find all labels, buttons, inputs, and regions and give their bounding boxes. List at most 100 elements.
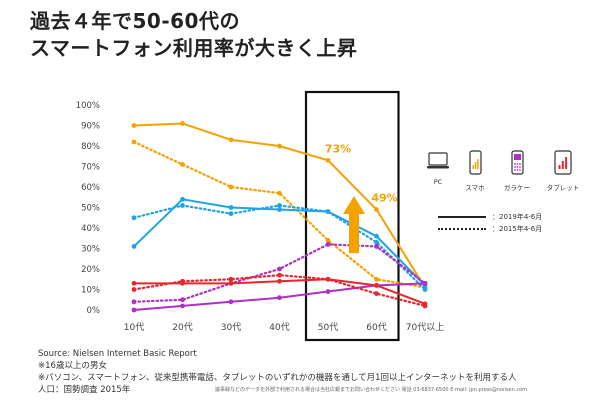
series-line-2 (133, 198, 426, 287)
data-point (277, 272, 282, 278)
data-point (325, 242, 331, 247)
source-notes: Source: Nielsen Internet Basic Report ※1… (38, 348, 517, 396)
chart-legend: PC スマホ ガラケー タブレット ：2019年4-6月 (418, 150, 593, 240)
data-point (131, 215, 137, 221)
data-point (374, 291, 379, 296)
pc-icon (427, 152, 449, 169)
data-point (277, 203, 282, 208)
data-point (374, 239, 379, 245)
chart-title-line1: 過去４年で50-60代の (30, 9, 240, 33)
data-point (374, 244, 379, 249)
note-population: 人口：国勢調査 2015年 (38, 385, 131, 395)
legend-label-pc: PC (433, 178, 443, 186)
note-devices: ※パソコン、スマートフォン、従来型携帯電話、タブレットのいずれかの機器を通して月… (38, 373, 517, 383)
data-point (277, 295, 282, 301)
y-tick-label: 20% (81, 265, 100, 275)
data-point (277, 207, 282, 212)
legend-device-feature-phone: ガラケー (497, 150, 537, 192)
data-point (131, 139, 137, 145)
feature-phone-icon (511, 150, 524, 175)
data-point (277, 190, 282, 196)
data-point (422, 303, 428, 309)
data-point (228, 205, 234, 210)
data-point (325, 157, 331, 163)
legend-label-feature-phone: ガラケー (504, 184, 530, 192)
data-point (180, 297, 185, 303)
note-age: ※16歳以上の男女 (38, 361, 107, 371)
legend-solid-row: ：2019年4-6月 (438, 212, 542, 222)
series-line-1 (132, 140, 427, 289)
x-tick-label: 10代 (124, 322, 144, 333)
legend-solid-label: ：2019年4-6月 (492, 213, 543, 221)
data-point (180, 203, 185, 208)
data-point (228, 137, 234, 143)
increase-arrow-head (343, 196, 365, 214)
smartphone-icon (469, 150, 482, 175)
y-tick-label: 0% (87, 306, 101, 316)
increase-arrow-shaft (349, 213, 359, 253)
data-point (180, 196, 185, 202)
legend-device-smartphone: スマホ (455, 150, 495, 192)
chart-title: 過去４年で50-60代の スマートフォン利用率が大きく上昇 (30, 8, 357, 62)
data-point (180, 303, 185, 309)
data-point (228, 280, 234, 286)
data-point (228, 299, 234, 305)
value-annotation: 49% (371, 192, 397, 205)
y-tick-label: 60% (81, 183, 100, 193)
data-point (277, 278, 282, 284)
legend-device-pc: PC (418, 150, 458, 186)
legend-dotted-label: ：2015年4-6月 (492, 225, 543, 233)
legend-label-tablet: タブレット (546, 184, 580, 192)
data-point (228, 276, 234, 282)
legend-solid-line (438, 216, 486, 218)
data-point (325, 276, 331, 282)
data-point (131, 123, 137, 128)
data-point (374, 233, 379, 239)
x-tick-label: 30代 (221, 322, 241, 333)
data-point (131, 307, 137, 313)
data-point (131, 299, 137, 305)
y-tick-label: 50% (81, 204, 100, 214)
data-point (374, 283, 379, 288)
legend-device-tablet: タブレット (543, 150, 583, 192)
x-tick-label: 60代 (366, 322, 386, 333)
y-tick-label: 10% (81, 286, 100, 296)
y-tick-label: 100% (76, 101, 100, 111)
data-point (228, 211, 234, 217)
data-point (325, 289, 331, 294)
data-point (422, 280, 428, 286)
footer-contact: 議事録などのデータを外部で利用される場合は当社広報までお問い合わせください 電話… (215, 387, 528, 393)
data-point (422, 287, 428, 292)
x-tick-label: 50代 (318, 322, 338, 333)
y-tick-label: 80% (81, 142, 100, 152)
data-point (180, 162, 185, 167)
data-point (374, 207, 379, 212)
source-line: Source: Nielsen Internet Basic Report (38, 349, 197, 359)
chart-title-line2: スマートフォン利用率が大きく上昇 (30, 36, 358, 60)
highlight-box (304, 90, 400, 342)
data-point (180, 121, 185, 126)
y-tick-label: 30% (81, 245, 100, 255)
x-tick-label: 40代 (269, 322, 289, 333)
y-tick-label: 40% (81, 224, 100, 234)
x-tick-label: 20代 (172, 322, 192, 333)
data-point (228, 184, 234, 190)
tablet-icon (554, 150, 572, 175)
data-point (180, 278, 185, 284)
data-point (277, 266, 282, 272)
legend-dotted-row: ：2015年4-6月 (438, 224, 542, 234)
y-tick-label: 70% (81, 163, 100, 173)
legend-label-smartphone: スマホ (465, 184, 485, 192)
data-point (131, 287, 137, 292)
x-tick-label: 70代以上 (406, 322, 444, 333)
data-point (374, 276, 379, 282)
data-point (277, 143, 282, 149)
data-point (325, 237, 331, 243)
data-point (131, 280, 137, 286)
value-annotation: 73% (325, 142, 351, 155)
data-point (325, 209, 331, 215)
legend-dotted-line (438, 228, 486, 230)
data-point (131, 244, 137, 249)
y-tick-label: 90% (81, 122, 100, 132)
